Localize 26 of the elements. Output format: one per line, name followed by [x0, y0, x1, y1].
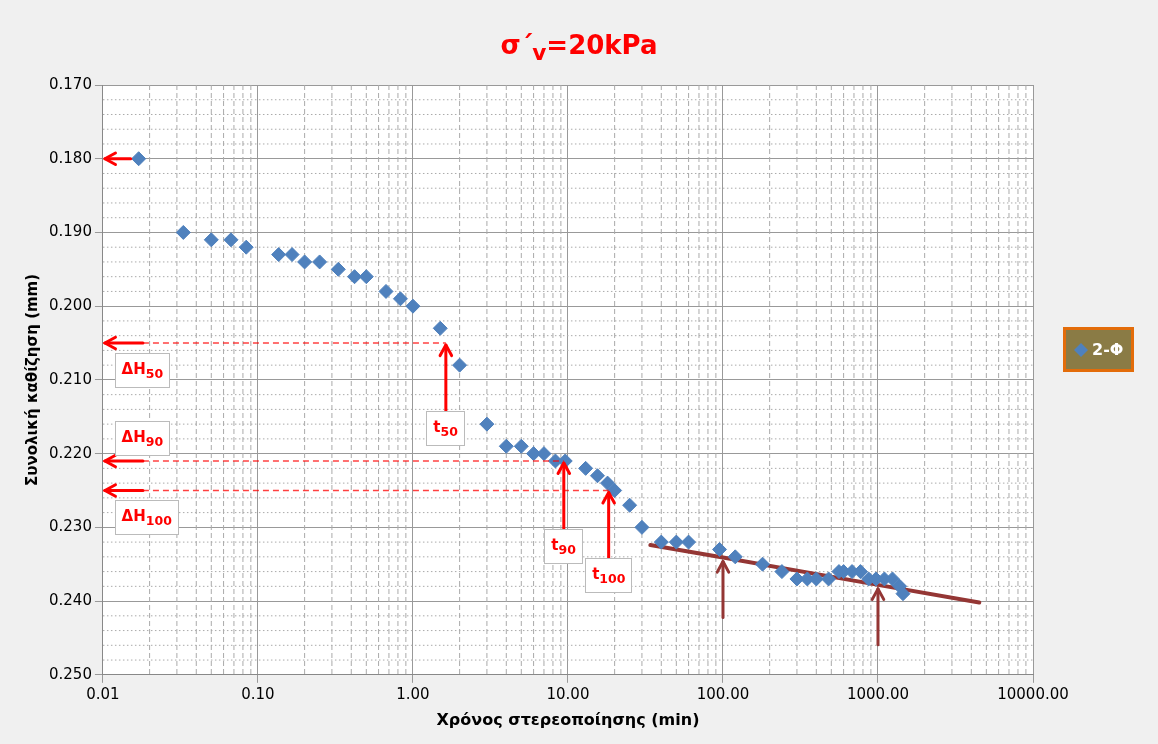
annotation: t$_{100}$ [585, 558, 633, 594]
annotation: ΔH$_{100}$ [114, 500, 179, 536]
y-tick-label: 0.250 [48, 664, 92, 683]
x-tick-label: 0.10 [241, 684, 275, 703]
y-tick-label: 0.210 [48, 369, 92, 388]
y-axis-title: Συνολική καθίζηση (mm) [22, 273, 41, 486]
y-tick-label: 0.230 [48, 517, 92, 536]
x-axis-title: Χρόνος στερεοποίησης (min) [436, 709, 700, 729]
x-tick-label: 10000.00 [997, 684, 1069, 703]
x-tick-label: 10.00 [546, 684, 590, 703]
y-tick-label: 0.170 [48, 74, 92, 93]
y-tick-label: 0.220 [48, 443, 92, 462]
annotation: ΔH$_{50}$ [114, 353, 171, 389]
x-tick-label: 0.01 [86, 684, 120, 703]
x-tick-label: 1000.00 [846, 684, 910, 703]
annotation: ΔH$_{90}$ [114, 420, 171, 456]
y-tick-label: 0.180 [48, 148, 92, 167]
x-tick-label: 100.00 [696, 684, 750, 703]
annotation: t$_{90}$ [544, 528, 583, 564]
annotation: t$_{50}$ [426, 411, 465, 447]
x-tick-label: 1.00 [396, 684, 430, 703]
y-tick-label: 0.200 [48, 296, 92, 315]
y-tick-label: 0.240 [48, 590, 92, 609]
y-tick-label: 0.190 [48, 222, 92, 241]
legend-label: 2-Φ [1092, 340, 1124, 360]
chart-title: σ΄$_{v}$=20kPa [499, 30, 659, 66]
